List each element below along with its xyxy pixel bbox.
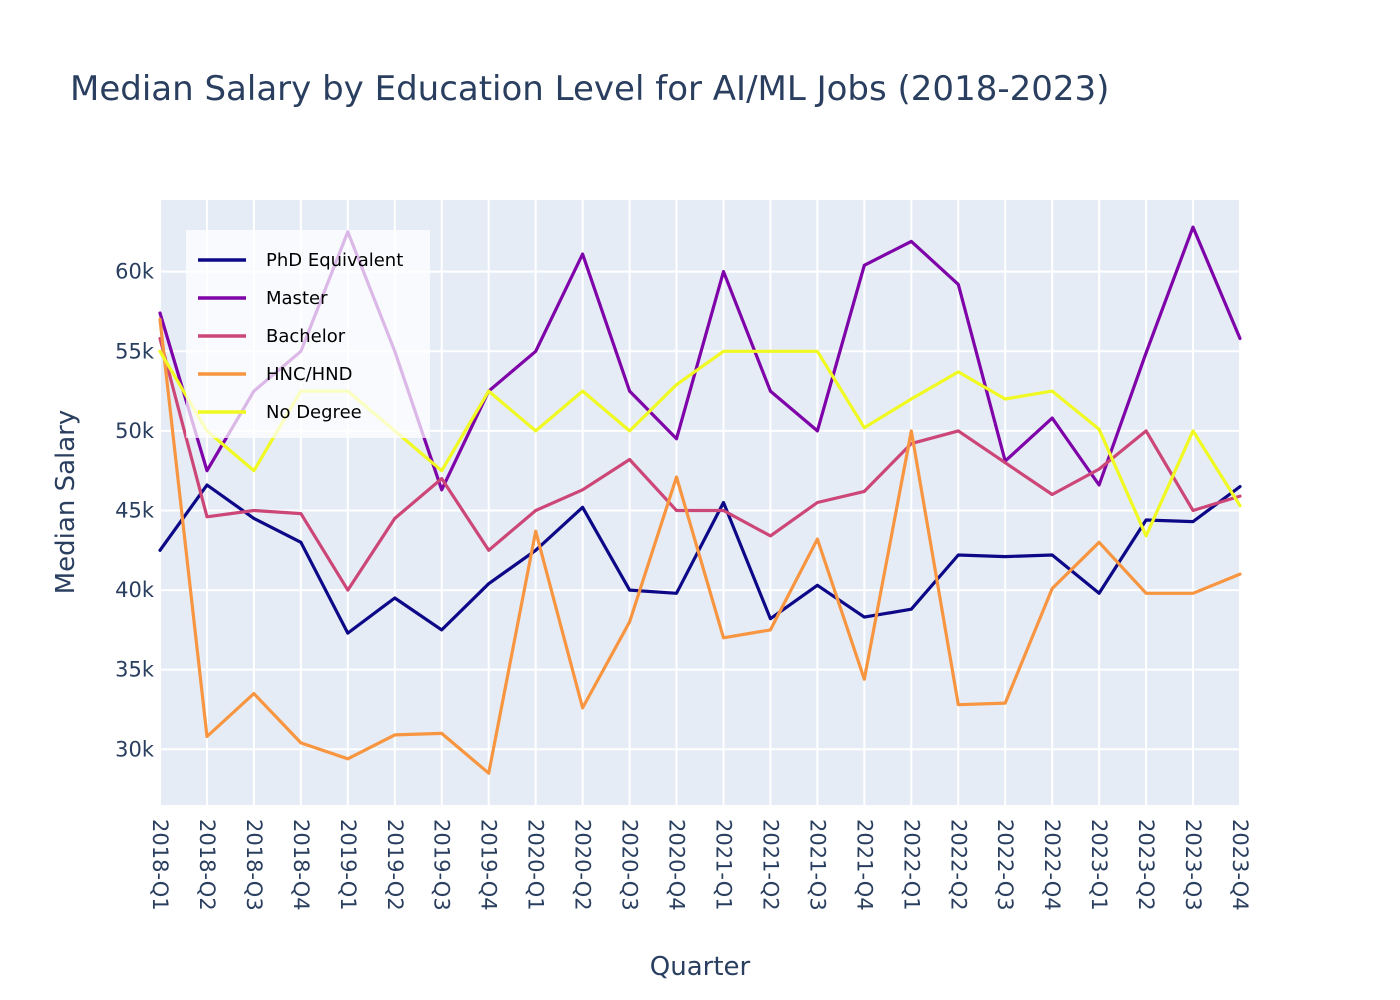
x-tick-label: 2018-Q3 [242,819,266,911]
x-tick-label: 2020-Q2 [571,819,595,911]
x-tick-label: 2019-Q3 [430,819,454,911]
legend-label[interactable]: Master [266,288,328,309]
x-tick-label: 2021-Q1 [711,819,735,911]
legend-label[interactable]: PhD Equivalent [266,250,403,271]
x-axis-title: Quarter [650,952,751,982]
y-axis-title: Median Salary [51,410,81,595]
y-tick-label: 45k [115,498,155,522]
x-tick-label: 2023-Q1 [1087,819,1111,911]
legend-box [186,230,430,438]
x-tick-label: 2018-Q2 [195,819,219,911]
x-tick-label: 2023-Q3 [1181,819,1205,911]
x-tick-label: 2023-Q4 [1228,819,1252,911]
x-tick-label: 2022-Q3 [993,819,1017,911]
x-tick-label: 2019-Q2 [383,819,407,911]
y-tick-label: 60k [115,260,155,284]
x-tick-label: 2020-Q1 [524,819,548,911]
x-tick-label: 2023-Q2 [1134,819,1158,911]
y-tick-label: 50k [115,419,155,443]
x-tick-label: 2021-Q4 [852,819,876,911]
x-tick-label: 2022-Q1 [899,819,923,911]
x-tick-label: 2020-Q3 [618,819,642,911]
y-tick-label: 55k [115,339,155,363]
x-tick-label: 2022-Q4 [1040,819,1064,911]
y-tick-label: 40k [115,578,155,602]
x-tick-label: 2019-Q1 [336,819,360,911]
x-axis-ticks: 2018-Q1 2018-Q2 2018-Q3 2018-Q4 2019-Q1 2019-… [148,819,1252,911]
series-line [158,317,1242,775]
x-tick-label: 2021-Q3 [805,819,829,911]
x-tick-label: 2018-Q4 [289,819,313,911]
y-axis-ticks: 30k 35k 40k 45k 50k 55k 60k [115,260,155,762]
series-line [158,336,1242,592]
y-tick-label: 35k [115,658,155,682]
chart-title: Median Salary by Education Level for AI/… [70,69,1109,109]
x-tick-label: 2019-Q4 [477,819,501,911]
x-tick-label: 2020-Q4 [665,819,689,911]
legend[interactable]: PhD Equivalent Master Bachelor HNC/HND No De… [186,230,430,438]
x-tick-label: 2021-Q2 [758,819,782,911]
legend-label[interactable]: HNC/HND [266,364,353,385]
x-tick-label: 2022-Q2 [946,819,970,911]
y-tick-label: 30k [115,737,155,761]
x-tick-label: 2018-Q1 [148,819,172,911]
legend-label[interactable]: No Degree [266,402,362,423]
series-line [158,483,1242,635]
legend-label[interactable]: Bachelor [266,326,346,347]
